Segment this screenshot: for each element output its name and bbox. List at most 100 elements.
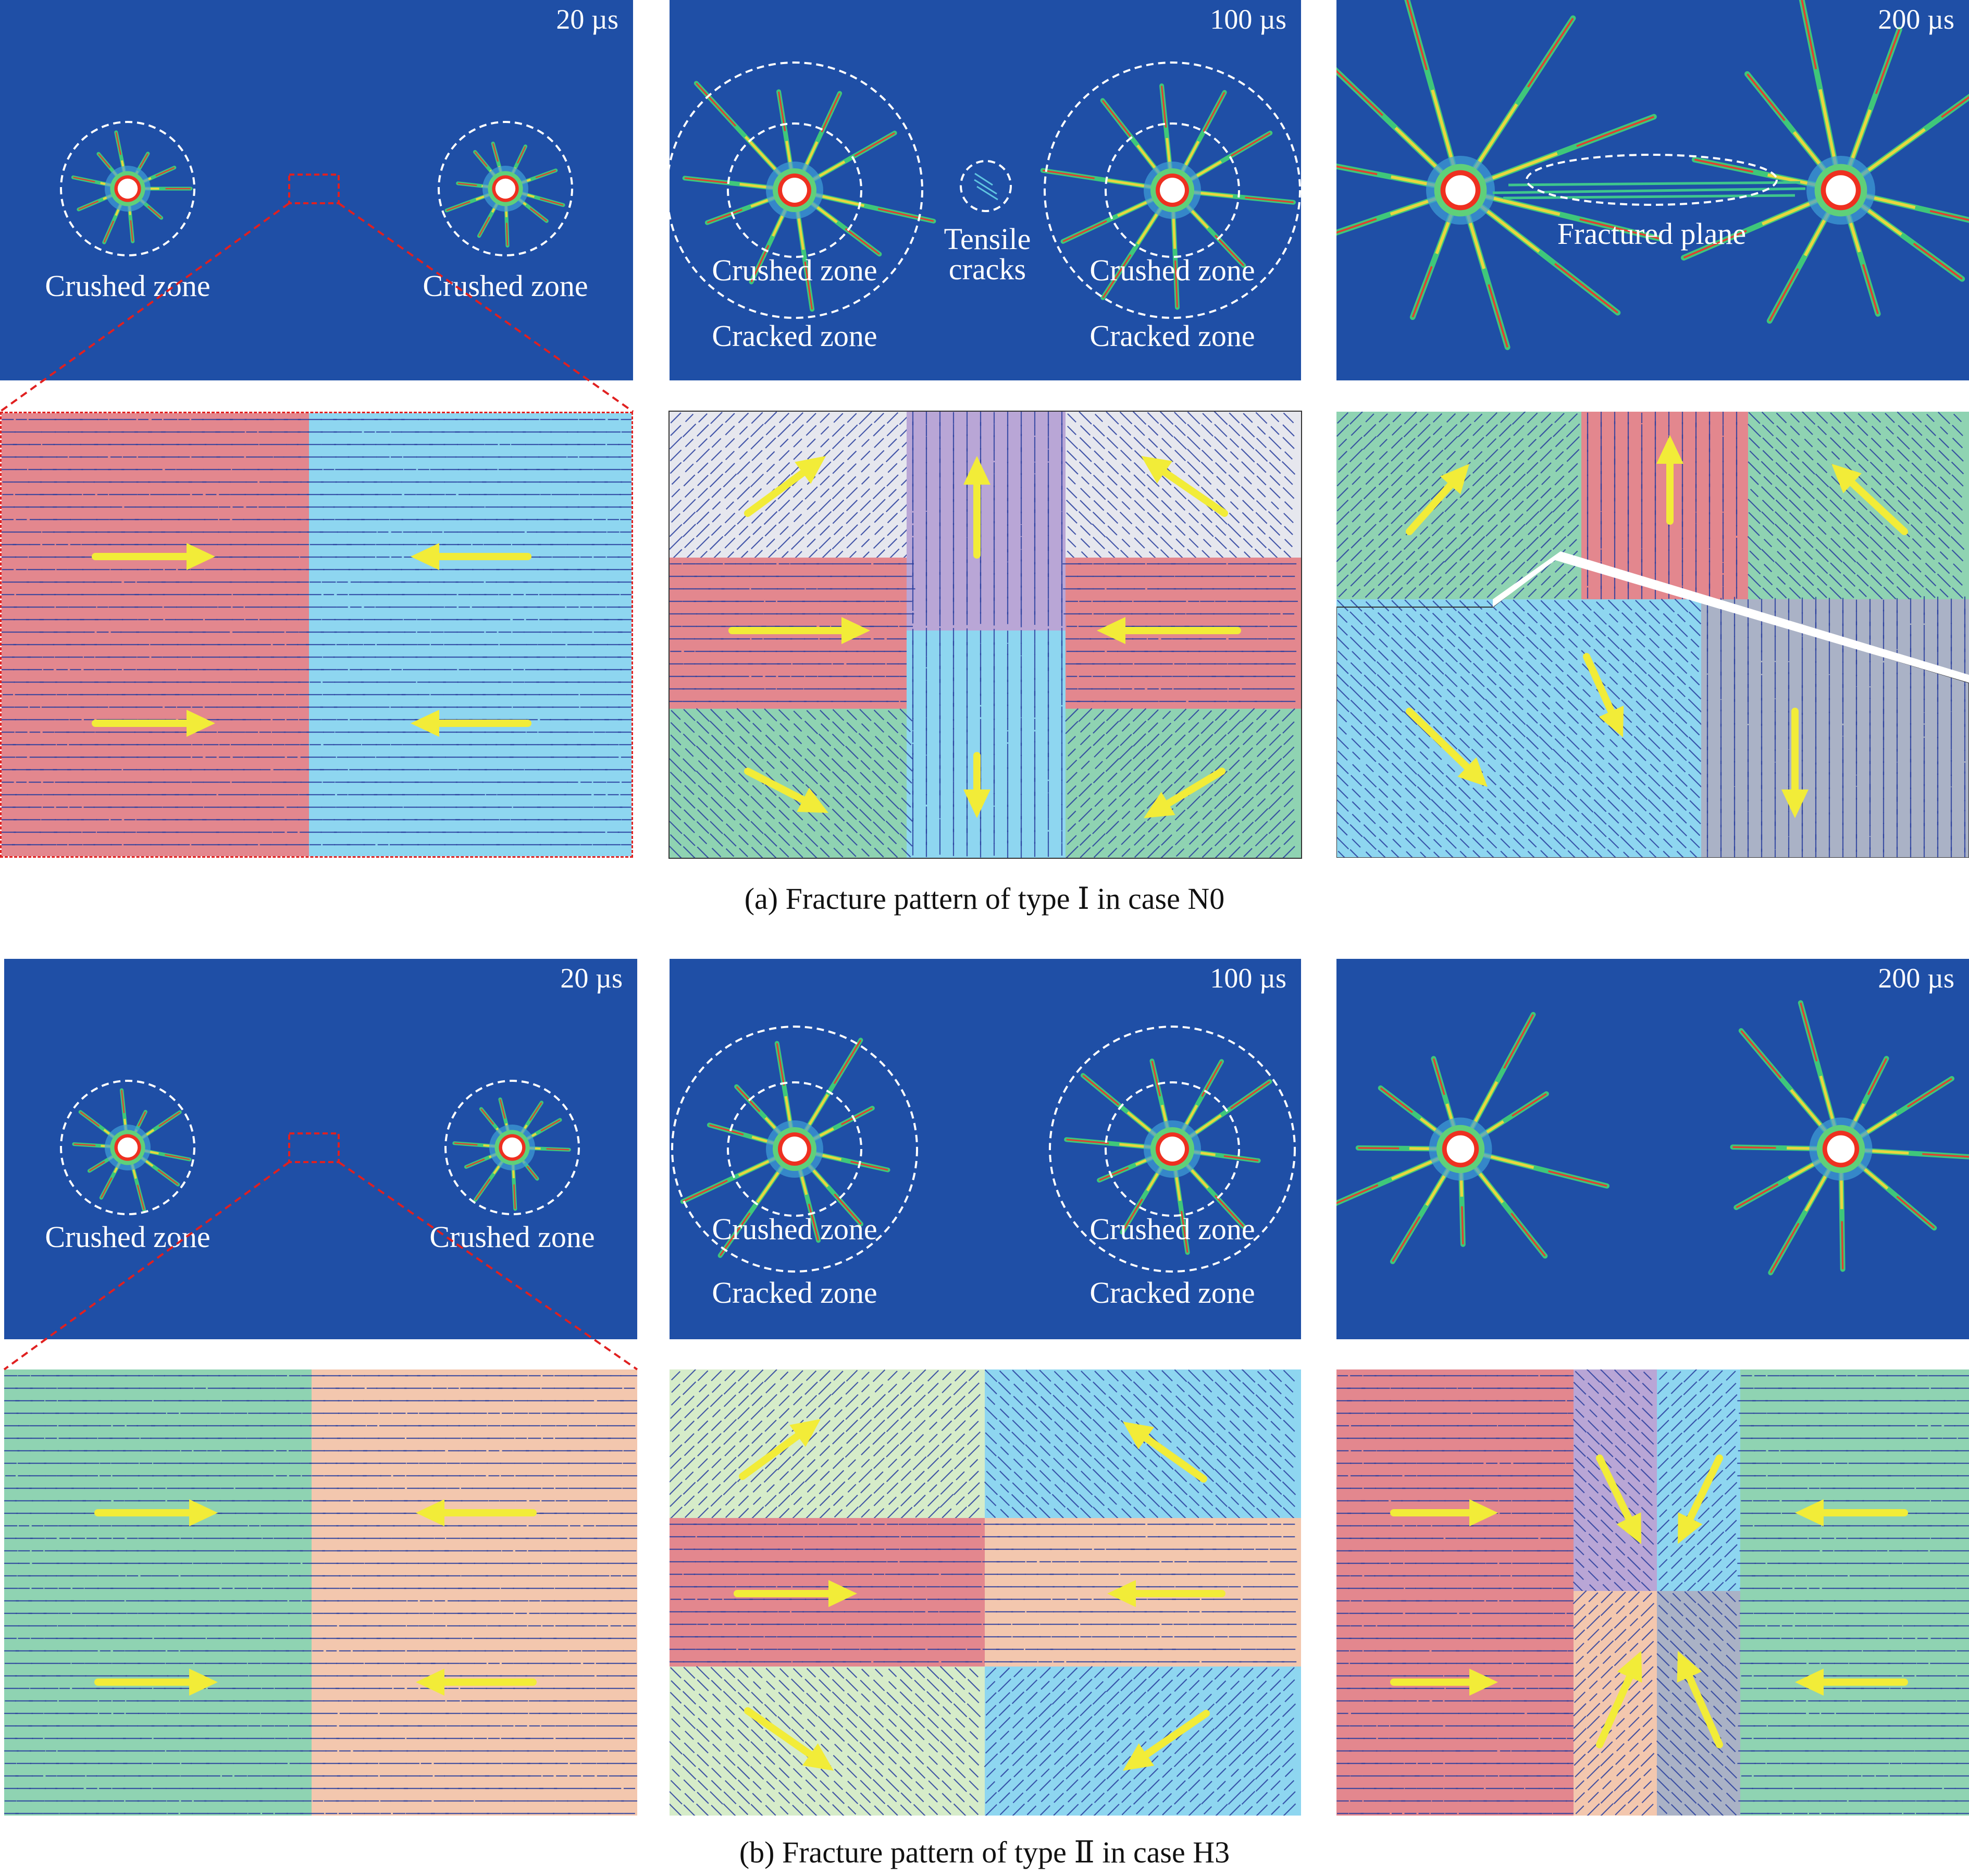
flow-direction-arrow: [1390, 1669, 1498, 1696]
zoom-box: [288, 174, 340, 204]
sim-plot-b-100us: [671, 1026, 1296, 1273]
flow-direction-arrow: [1406, 464, 1469, 535]
flow-region: [1572, 1590, 1657, 1816]
crushed-zone-label-right: Crushed zone: [1089, 253, 1255, 287]
sim-panel-a-100us: 100 µs Crushed zone Crushed zone Cracked…: [670, 0, 1301, 380]
flow-direction-arrow: [1656, 435, 1683, 525]
borehole-fracture: [1730, 1000, 1969, 1276]
time-label: 20 µs: [560, 962, 623, 994]
flow-direction-arrow: [92, 710, 215, 737]
sim-panel-b-200us: 200 µs: [1336, 959, 1969, 1339]
crushed-zone-label-left: Crushed zone: [45, 1220, 210, 1254]
flow-direction-arrow: [1097, 617, 1241, 644]
flow-direction-arrow: [94, 1669, 218, 1696]
crushed-zone-label-right: Crushed zone: [1089, 1212, 1255, 1246]
sim-plot-a-20us: [60, 121, 573, 256]
flow-direction-arrow: [1678, 1454, 1723, 1544]
flow-direction-arrow: [1406, 708, 1488, 787]
flow-region: [670, 1665, 985, 1816]
flow-region: [306, 413, 631, 856]
vector-field-b-20us: [4, 1369, 637, 1816]
vector-panel-a-100us: [668, 411, 1302, 859]
time-label: 20 µs: [556, 4, 618, 35]
borehole-fracture: [670, 61, 936, 319]
borehole-fracture: [1336, 0, 1662, 350]
flow-region: [1656, 1369, 1740, 1595]
cracked-zone-label-right: Cracked zone: [1089, 319, 1255, 353]
flow-direction-arrow: [744, 1707, 834, 1771]
flow-direction-arrow: [728, 617, 870, 644]
borehole-fracture: [1049, 1026, 1296, 1273]
vector-field-a-200us: [1336, 412, 1969, 858]
caption-a: (a) Fracture pattern of type Ⅰ in case N…: [744, 882, 1225, 916]
flow-direction-arrow: [1677, 1651, 1723, 1748]
flow-direction-arrow: [1831, 464, 1908, 535]
flow-direction-arrow: [963, 456, 990, 559]
sim-plot-b-20us: [60, 1080, 580, 1215]
flow-direction-arrow: [1583, 653, 1624, 737]
cracked-zone-label-left: Cracked zone: [712, 319, 877, 353]
fractured-plane-label: Fractured plane: [1557, 217, 1747, 251]
flow-direction-arrow: [963, 752, 990, 818]
crushed-zone-label-right: Crushed zone: [429, 1220, 595, 1254]
flow-region: [1065, 708, 1301, 858]
cracked-zone-label-left: Cracked zone: [712, 1276, 877, 1310]
flow-region: [670, 708, 913, 858]
vector-panel-b-200us: [1336, 1369, 1969, 1816]
flow-direction-arrow: [411, 710, 531, 737]
sim-panel-b-20us: 20 µs Crushed zone Crushed zone: [4, 959, 637, 1339]
borehole-fracture: [60, 121, 195, 256]
sim-plot-a-100us: [670, 61, 1301, 319]
crushed-zone-label-left: Crushed zone: [712, 1212, 877, 1246]
vector-field-a-100us: [670, 412, 1301, 858]
flow-direction-arrow: [1107, 1580, 1225, 1607]
flow-region: [984, 1665, 1301, 1816]
sim-panel-b-100us: 100 µs Crushed zone Crushed zone Cracked…: [670, 959, 1301, 1339]
flow-region: [984, 1369, 1301, 1521]
time-label: 200 µs: [1878, 962, 1954, 994]
cracked-zone-label-right: Cracked zone: [1089, 1276, 1255, 1310]
flow-direction-arrow: [1123, 1710, 1210, 1771]
vector-panel-a-20us: [0, 412, 633, 858]
flow-region: [2, 413, 315, 856]
vector-field-b-200us: [1336, 1369, 1969, 1816]
flow-direction-arrow: [1795, 1499, 1908, 1526]
flow-direction-arrow: [1596, 1651, 1642, 1748]
flow-direction-arrow: [1781, 708, 1809, 818]
flow-direction-arrow: [1795, 1669, 1908, 1696]
flow-direction-arrow: [416, 1669, 537, 1696]
flow-direction-arrow: [1390, 1499, 1498, 1526]
borehole-fracture: [60, 1080, 195, 1215]
sim-panel-a-200us: 200 µs Fractured plane: [1336, 0, 1969, 380]
flow-direction-arrow: [1596, 1454, 1641, 1544]
flow-region: [907, 627, 1066, 858]
tensile-cracks-label: Tensile cracks: [944, 222, 1031, 286]
borehole-fracture: [444, 1080, 580, 1215]
vector-panel-b-100us: [670, 1369, 1301, 1816]
flow-region: [308, 1369, 637, 1816]
borehole-fracture: [671, 1026, 918, 1273]
crushed-zone-label-right: Crushed zone: [423, 269, 588, 303]
flow-region: [1747, 412, 1969, 600]
vector-field-a-20us: [2, 413, 631, 856]
flow-region: [1737, 1369, 1969, 1816]
flow-direction-arrow: [94, 1499, 218, 1526]
flow-direction-arrow: [1141, 456, 1228, 517]
tensile-crack-circle: [960, 160, 1012, 212]
flow-direction-arrow: [744, 768, 828, 813]
zoom-box: [288, 1132, 340, 1163]
borehole-fracture: [1681, 0, 1969, 324]
flow-region: [4, 1369, 318, 1816]
crushed-zone-label-left: Crushed zone: [712, 253, 877, 287]
flow-region: [670, 1369, 985, 1521]
flow-direction-arrow: [416, 1499, 537, 1526]
fractured-plane-ellipse: [1526, 154, 1778, 206]
time-label: 100 µs: [1210, 4, 1286, 35]
vector-panel-a-200us: [1336, 412, 1969, 858]
flow-region: [1336, 1369, 1582, 1816]
borehole-fracture: [1040, 61, 1301, 319]
crushed-zone-label-left: Crushed zone: [45, 269, 210, 303]
flow-direction-arrow: [739, 1419, 821, 1480]
flow-direction-arrow: [92, 543, 215, 570]
